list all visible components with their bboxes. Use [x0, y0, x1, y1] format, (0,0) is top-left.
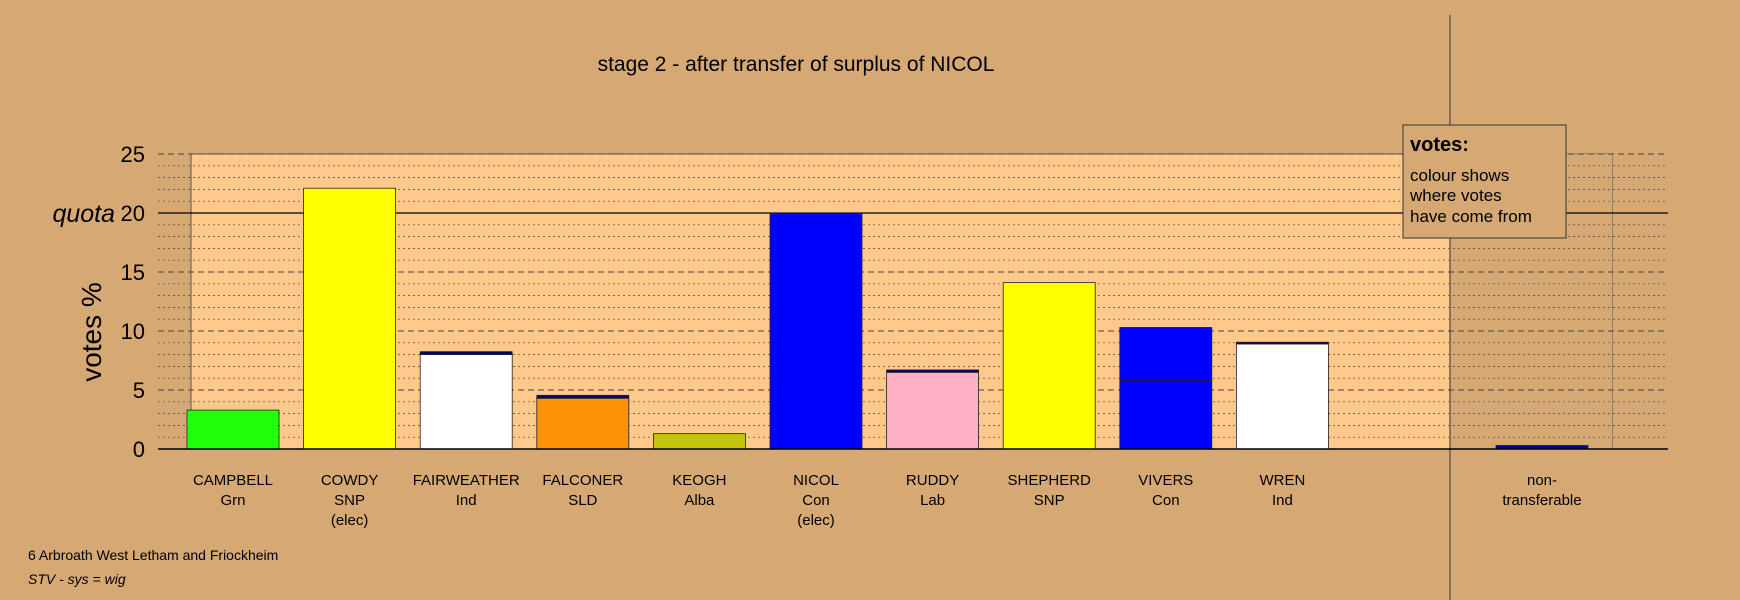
bar-segment	[303, 187, 397, 450]
bar-segment	[1119, 327, 1213, 381]
candidate-party: Con	[1152, 492, 1180, 509]
legend: votes: colour shows where votes have com…	[1402, 124, 1567, 239]
candidate-party: Lab	[920, 492, 945, 509]
bar-segment	[536, 394, 630, 399]
legend-line-3: have come from	[1410, 207, 1532, 226]
candidate-name: FALCONER	[542, 472, 623, 489]
candidate-name: VIVERS	[1138, 472, 1193, 489]
bar-segment	[886, 369, 979, 373]
bar-segment	[536, 397, 630, 450]
legend-line-2: where votes	[1409, 186, 1502, 205]
bar-segment	[1236, 341, 1329, 345]
bar-segment	[419, 354, 513, 450]
candidate-name: NICOL	[793, 472, 839, 489]
y-tick-label: 10	[121, 319, 145, 344]
legend-line-1: colour shows	[1410, 166, 1509, 185]
candidate-party: Ind	[1272, 492, 1293, 509]
candidate-name: CAMPBELL	[193, 472, 273, 489]
bar-segment	[1236, 343, 1329, 450]
bar-segment	[886, 371, 979, 450]
candidate-name: WREN	[1259, 472, 1305, 489]
category-labels: CAMPBELL Grn COWDY SNP (elec) FAIRWEATHER Ind F…	[193, 472, 1582, 529]
nontransferable-label: transferable	[1502, 492, 1581, 509]
candidate-party: Con	[802, 492, 830, 509]
candidate-party: SNP	[334, 492, 365, 509]
candidate-note: (elec)	[797, 512, 835, 529]
bar-segment	[186, 409, 280, 450]
candidate-name: FAIRWEATHER	[413, 472, 520, 489]
ward-name: 6 Arbroath West Letham and Friockheim	[28, 547, 279, 563]
nontransferable-label: non-	[1527, 472, 1557, 489]
system-note: STV - sys = wig	[28, 571, 126, 587]
candidate-name: COWDY	[321, 472, 379, 489]
y-tick-label: 5	[133, 378, 145, 403]
candidate-party: Ind	[456, 492, 477, 509]
candidate-name: RUDDY	[906, 472, 959, 489]
y-tick-label: 0	[133, 437, 145, 462]
bars	[186, 187, 1589, 450]
candidate-party: SNP	[1034, 492, 1065, 509]
y-tick-label: 15	[121, 260, 145, 285]
y-axis-label: votes %	[76, 282, 107, 382]
bar-segment	[653, 433, 746, 450]
candidate-name: KEOGH	[672, 472, 726, 489]
quota-label: quota	[52, 200, 115, 228]
bar-segment	[1119, 380, 1213, 450]
bar-segment	[769, 212, 863, 450]
bar-segment	[419, 351, 513, 355]
axes: 0 5 10 15 20 25	[121, 142, 1668, 462]
bar-segment	[1002, 282, 1096, 450]
legend-box	[1402, 124, 1567, 239]
candidate-party: Grn	[220, 492, 245, 509]
legend-title: votes:	[1410, 134, 1469, 156]
chart-title: stage 2 - after transfer of surplus of N…	[598, 53, 995, 76]
candidate-party: SLD	[568, 492, 597, 509]
y-tick-label: 25	[121, 142, 145, 167]
candidate-note: (elec)	[331, 512, 369, 529]
candidate-party: Alba	[684, 492, 715, 509]
y-tick-label: 20	[121, 201, 145, 226]
candidate-name: SHEPHERD	[1008, 472, 1092, 489]
